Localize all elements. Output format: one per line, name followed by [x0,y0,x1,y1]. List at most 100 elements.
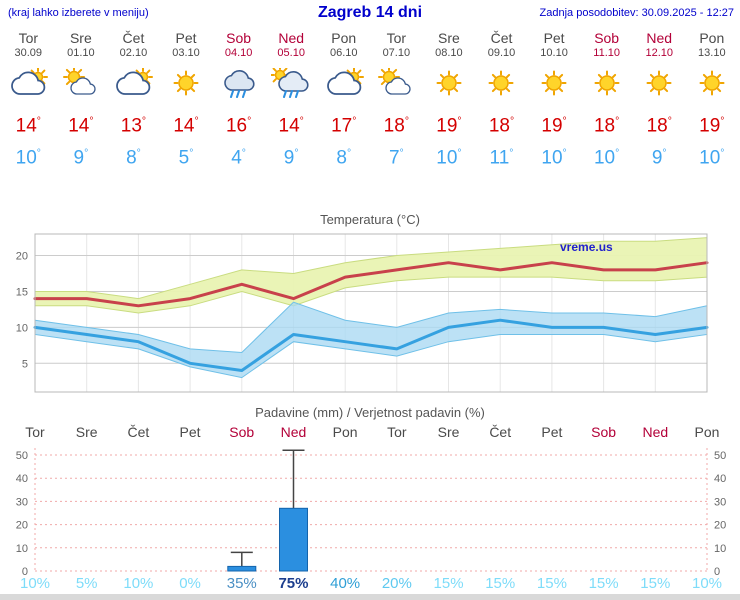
day-date: 08.10 [435,47,463,59]
day-min-temp: 10° [541,147,567,169]
precip-day-label: Čet [489,424,512,440]
sunny-icon [633,60,686,106]
day-date: 09.10 [487,47,516,59]
day-column-06.10[interactable]: Pon 06.10 17° 8° [317,30,370,171]
sunny-icon [528,60,581,106]
precip-day-label: Sre [75,424,98,440]
sunny-icon [423,60,476,106]
day-max-temp: 19° [541,115,567,137]
day-name: Pet [175,30,197,46]
day-max-temp: 17° [331,115,357,137]
forecast-day-strip: Tor 30.09 14° 10° Sre 01.10 14° 9° Čet 02.10 13° 8°… [2,30,738,171]
day-column-30.09[interactable]: Tor 30.09 14° 10° [2,30,55,171]
day-min-temp: 7° [388,147,404,169]
precip-probability: 15% [536,575,567,592]
svg-text:10: 10 [16,543,28,555]
day-column-01.10[interactable]: Sre 01.10 14° 9° [55,30,108,171]
day-column-02.10[interactable]: Čet 02.10 13° 8° [107,30,160,171]
day-name: Pon [699,30,725,46]
day-name: Sre [69,30,92,46]
day-column-03.10[interactable]: Pet 03.10 14° 5° [160,30,213,171]
day-column-07.10[interactable]: Tor 07.10 18° 7° [370,30,423,171]
precip-day-label: Tor [25,424,45,440]
day-column-10.10[interactable]: Pet 10.10 19° 10° [528,30,581,171]
day-min-temp: 10° [15,147,41,169]
day-column-09.10[interactable]: Čet 09.10 18° 11° [475,30,528,171]
day-column-04.10[interactable]: Sob 04.10 16° 4° [212,30,265,171]
precip-probability: 15% [640,575,671,592]
day-date: 06.10 [329,47,358,59]
svg-text:0: 0 [22,566,28,578]
precip-day-label: Pet [541,424,563,440]
day-max-temp: 14° [278,115,304,137]
svg-text:10: 10 [714,543,726,555]
day-name: Sob [594,30,620,46]
watermark-link[interactable]: vreme.us [560,240,613,254]
sunny-icon [160,60,213,106]
sunny-icon [580,60,633,106]
day-name: Čet [490,30,513,46]
day-name: Pet [543,30,565,46]
precip-probability: 10% [123,575,154,592]
day-max-temp: 13° [120,115,147,137]
precip-day-label: Ned [642,424,669,440]
day-min-temp: 8° [126,147,141,169]
day-max-temp: 19° [436,115,462,137]
day-min-temp: 8° [336,147,352,169]
day-min-temp: 4° [231,147,246,169]
day-date: 13.10 [698,47,726,59]
precip-day-label: Čet [127,424,150,440]
day-date: 03.10 [172,47,200,59]
precip-probability: 15% [433,575,464,592]
rain-sun-icon [265,60,318,106]
precipitation-chart-title: Padavine (mm) / Verjetnost padavin (%) [255,405,485,420]
day-date: 01.10 [67,47,95,59]
svg-text:40: 40 [16,473,28,485]
precip-day-label: Sob [229,424,255,440]
day-name: Ned [646,30,673,46]
mostly-cloudy-icon [107,60,160,106]
day-min-temp: 9° [283,147,299,169]
day-min-temp: 5° [178,147,194,169]
day-name: Sob [226,30,252,46]
precip-probability: 10% [19,575,51,592]
day-column-11.10[interactable]: Sob 11.10 18° 10° [580,30,633,171]
precip-probability: 35% [226,575,257,592]
precip-day-label: Pon [694,424,720,440]
precip-day-label: Sob [591,424,617,440]
day-column-13.10[interactable]: Pon 13.10 19° 10° [686,30,739,171]
day-name: Sre [438,30,460,46]
svg-text:0: 0 [714,566,720,578]
precip-day-label: Ned [280,424,307,440]
day-column-12.10[interactable]: Ned 12.10 18° 9° [633,30,686,171]
svg-text:10: 10 [16,322,28,334]
day-column-05.10[interactable]: Ned 05.10 14° 9° [265,30,318,171]
precipitation-chart: 0 0 10 10 20 20 30 30 40 40 50 50 [16,448,726,578]
precip-day-label: Pet [179,424,201,440]
precip-day-label: Sre [437,424,460,440]
precip-probability: 75% [278,575,309,592]
svg-text:20: 20 [714,520,726,532]
page-header: (kraj lahko izberete v meniju) Zagreb 14… [0,4,740,26]
day-date: 04.10 [224,47,253,59]
day-max-temp: 18° [593,115,620,137]
day-name: Tor [18,30,39,46]
svg-text:30: 30 [16,496,28,508]
day-name: Ned [278,30,305,46]
precip-day-labels: Tor Sre Čet Pet Sob Ned Pon Tor Sre Čet Pet Sob Ned P… [0,424,740,442]
day-name: Čet [122,30,145,46]
svg-text:40: 40 [714,473,726,485]
rain-icon [212,60,265,106]
temperature-chart: 5 10 15 20 [16,233,709,393]
svg-text:30: 30 [714,496,726,508]
day-min-temp: 10° [593,147,620,169]
precip-probability: 15% [588,575,619,592]
day-date: 05.10 [277,47,305,59]
day-column-08.10[interactable]: Sre 08.10 19° 10° [423,30,476,171]
precip-probability: 10% [691,575,723,592]
temperature-chart-title: Temperatura (°C) [320,212,420,227]
day-min-temp: 9° [651,147,667,169]
day-min-temp: 10° [699,147,725,169]
day-max-temp: 18° [646,115,672,137]
